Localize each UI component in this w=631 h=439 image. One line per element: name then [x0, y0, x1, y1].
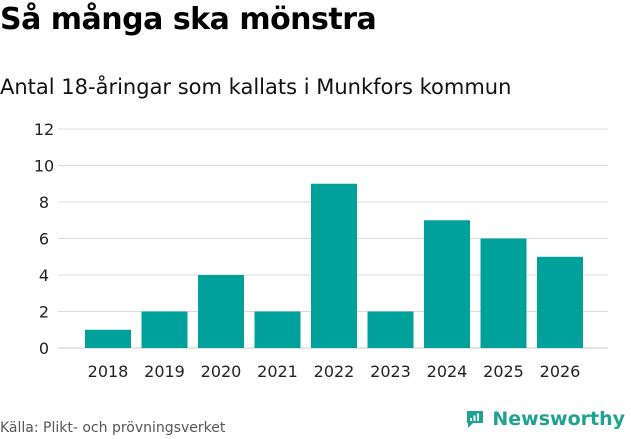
y-tick-label: 2 [39, 303, 49, 322]
x-tick-label: 2022 [314, 362, 355, 381]
bar [311, 183, 357, 348]
x-tick-label: 2023 [370, 362, 411, 381]
y-tick-label: 8 [39, 193, 49, 212]
bar [537, 256, 583, 348]
source-note: Källa: Plikt- och prövningsverket [0, 420, 226, 436]
y-tick-label: 4 [39, 266, 49, 285]
x-tick-label: 2026 [540, 362, 581, 381]
y-tick-label: 10 [34, 157, 54, 176]
x-tick-label: 2025 [483, 362, 524, 381]
x-tick-label: 2021 [257, 362, 298, 381]
bar [198, 275, 244, 348]
bar [367, 311, 414, 348]
bar [480, 238, 527, 348]
chart-subtitle: Antal 18-åringar som kallats i Munkfors … [0, 75, 512, 99]
bar [424, 220, 470, 348]
chart-title: Så många ska mönstra [0, 2, 377, 37]
bar [254, 311, 301, 348]
x-tick-label: 2020 [201, 362, 242, 381]
bar [141, 311, 188, 348]
y-tick-label: 0 [39, 339, 49, 358]
x-tick-label: 2024 [427, 362, 468, 381]
brand-logo[interactable]: Newsworthy [464, 408, 625, 430]
brand-name: Newsworthy [492, 408, 625, 430]
bar [85, 329, 131, 348]
x-tick-label: 2019 [144, 362, 185, 381]
x-tick-label: 2018 [88, 362, 129, 381]
y-tick-label: 6 [39, 230, 49, 249]
bar-chart: 0 2 4 6 8 10 12 2018 2019 2020 2021 2022 2023 2024 202… [34, 120, 608, 381]
y-tick-label: 12 [34, 120, 54, 139]
newsworthy-logo-icon [467, 411, 484, 428]
